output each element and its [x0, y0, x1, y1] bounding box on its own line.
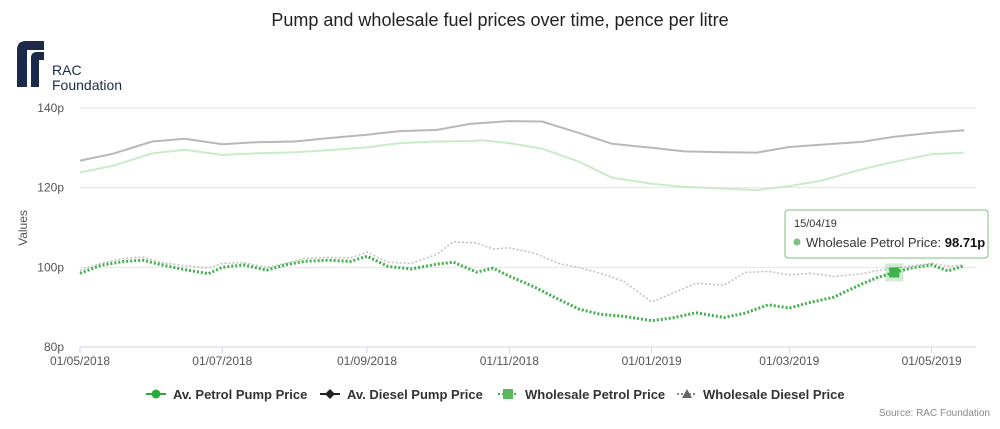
logo-line1: RAC [52, 62, 82, 78]
x-tick-label: 01/05/2019 [902, 354, 962, 368]
tooltip-label: Wholesale Petrol Price: 98.71p [806, 235, 985, 250]
series-line-av-diesel-pump-price[interactable] [79, 120, 965, 162]
logo-line2: Foundation [52, 77, 122, 93]
x-tick-label: 01/03/2019 [759, 354, 819, 368]
legend-square-marker-icon [503, 389, 513, 399]
chart-title: Pump and wholesale fuel prices over time… [271, 10, 728, 30]
tooltip-box [784, 209, 989, 259]
y-axis-title: Values [16, 210, 30, 246]
legend-triangle-marker-icon [682, 389, 692, 398]
tooltip-value: 98.71p [945, 235, 986, 250]
y-tick-label: 120p [37, 181, 64, 195]
x-tick-label: 01/01/2019 [622, 354, 682, 368]
y-axis-ticks: 80p 100p 120p 140p [37, 101, 64, 354]
y-tick-label: 80p [44, 340, 64, 354]
legend-item-wholesale-diesel[interactable]: Wholesale Diesel Price [677, 387, 845, 402]
logo-mark-right [31, 52, 44, 87]
tooltip: 15/04/19 Wholesale Petrol Price: 98.71p [784, 209, 989, 282]
legend-label-diesel-pump: Av. Diesel Pump Price [347, 387, 483, 402]
series-line-av-petrol-pump-price[interactable] [79, 139, 965, 192]
legend: Av. Petrol Pump Price Av. Diesel Pump Pr… [146, 387, 845, 402]
rac-foundation-logo: RAC Foundation [17, 41, 122, 93]
tooltip-point-marker[interactable] [889, 267, 900, 278]
y-tick-label: 100p [37, 260, 64, 274]
x-tick-label: 01/09/2018 [337, 354, 397, 368]
legend-label-wholesale-diesel: Wholesale Diesel Price [703, 387, 845, 402]
legend-item-petrol-pump[interactable]: Av. Petrol Pump Price [146, 387, 307, 402]
source-credit[interactable]: Source: RAC Foundation [879, 408, 990, 419]
legend-diamond-marker-icon [325, 389, 335, 399]
x-tick-label: 01/11/2018 [480, 354, 539, 368]
tooltip-bullet-icon [793, 238, 801, 246]
legend-item-wholesale-petrol[interactable]: Wholesale Petrol Price [498, 387, 665, 402]
legend-circle-marker-icon [151, 389, 161, 399]
x-tick-label: 01/05/2018 [50, 354, 110, 368]
x-axis-ticks: 01/05/2018 01/07/2018 01/09/2018 01/11/2018… [50, 347, 962, 368]
legend-label-petrol-pump: Av. Petrol Pump Price [173, 387, 307, 402]
tooltip-series-label: Wholesale Petrol Price: [806, 235, 941, 250]
series-lines [79, 120, 965, 323]
tooltip-date: 15/04/19 [794, 218, 837, 230]
series-line-wholesale-diesel-price[interactable] [79, 241, 965, 303]
y-tick-label: 140p [37, 101, 64, 115]
logo-mark-left [17, 41, 44, 87]
x-tick-label: 01/07/2018 [192, 354, 252, 368]
legend-item-diesel-pump[interactable]: Av. Diesel Pump Price [320, 387, 483, 402]
legend-label-wholesale-petrol: Wholesale Petrol Price [525, 387, 665, 402]
series-line-wholesale-petrol-price[interactable] [79, 254, 965, 323]
